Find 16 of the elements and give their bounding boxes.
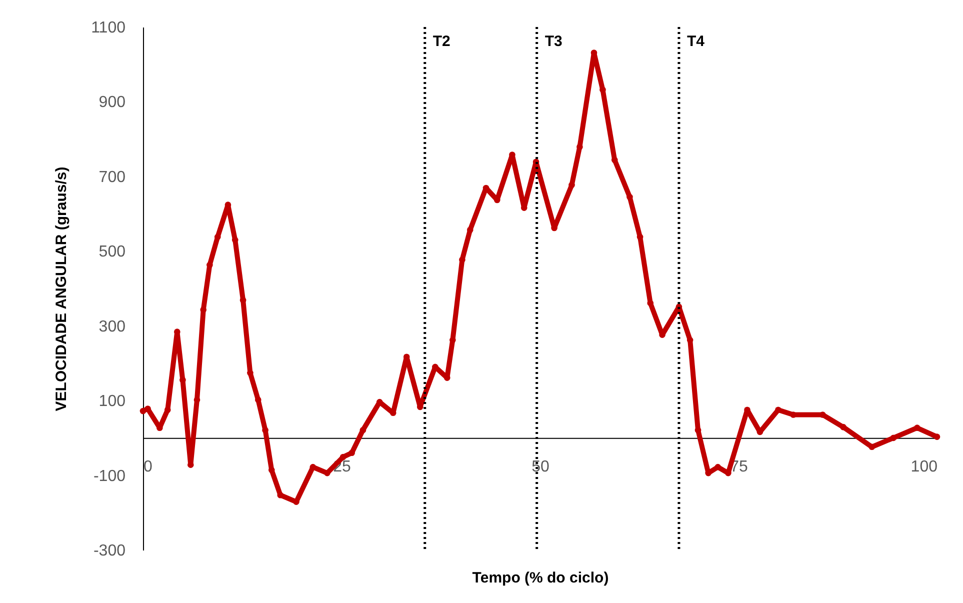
y-tick-label: 900 (98, 94, 126, 112)
y-tick-label: -100 (93, 468, 126, 485)
ref-line-label: T4 (686, 33, 706, 50)
y-tick-label: 500 (98, 244, 126, 261)
x-axis-title: Tempo (% do ciclo) (472, 570, 609, 586)
y-tick-label: 300 (98, 318, 126, 336)
x-tick-label: 100 (910, 458, 938, 476)
ref-line-label: T2 (432, 33, 450, 50)
y-tick-label: 100 (98, 393, 126, 410)
y-tick-label: 1100 (91, 20, 126, 36)
ref-line-label: T3 (544, 33, 562, 50)
y-axis-title: VELOCIDADE ANGULAR (graus/s) (53, 166, 70, 412)
y-tick-label: 700 (98, 168, 126, 186)
x-tick-label: 0 (144, 458, 152, 476)
y-tick-label: -300 (93, 542, 126, 560)
x-tick-label: 50 (532, 458, 550, 476)
